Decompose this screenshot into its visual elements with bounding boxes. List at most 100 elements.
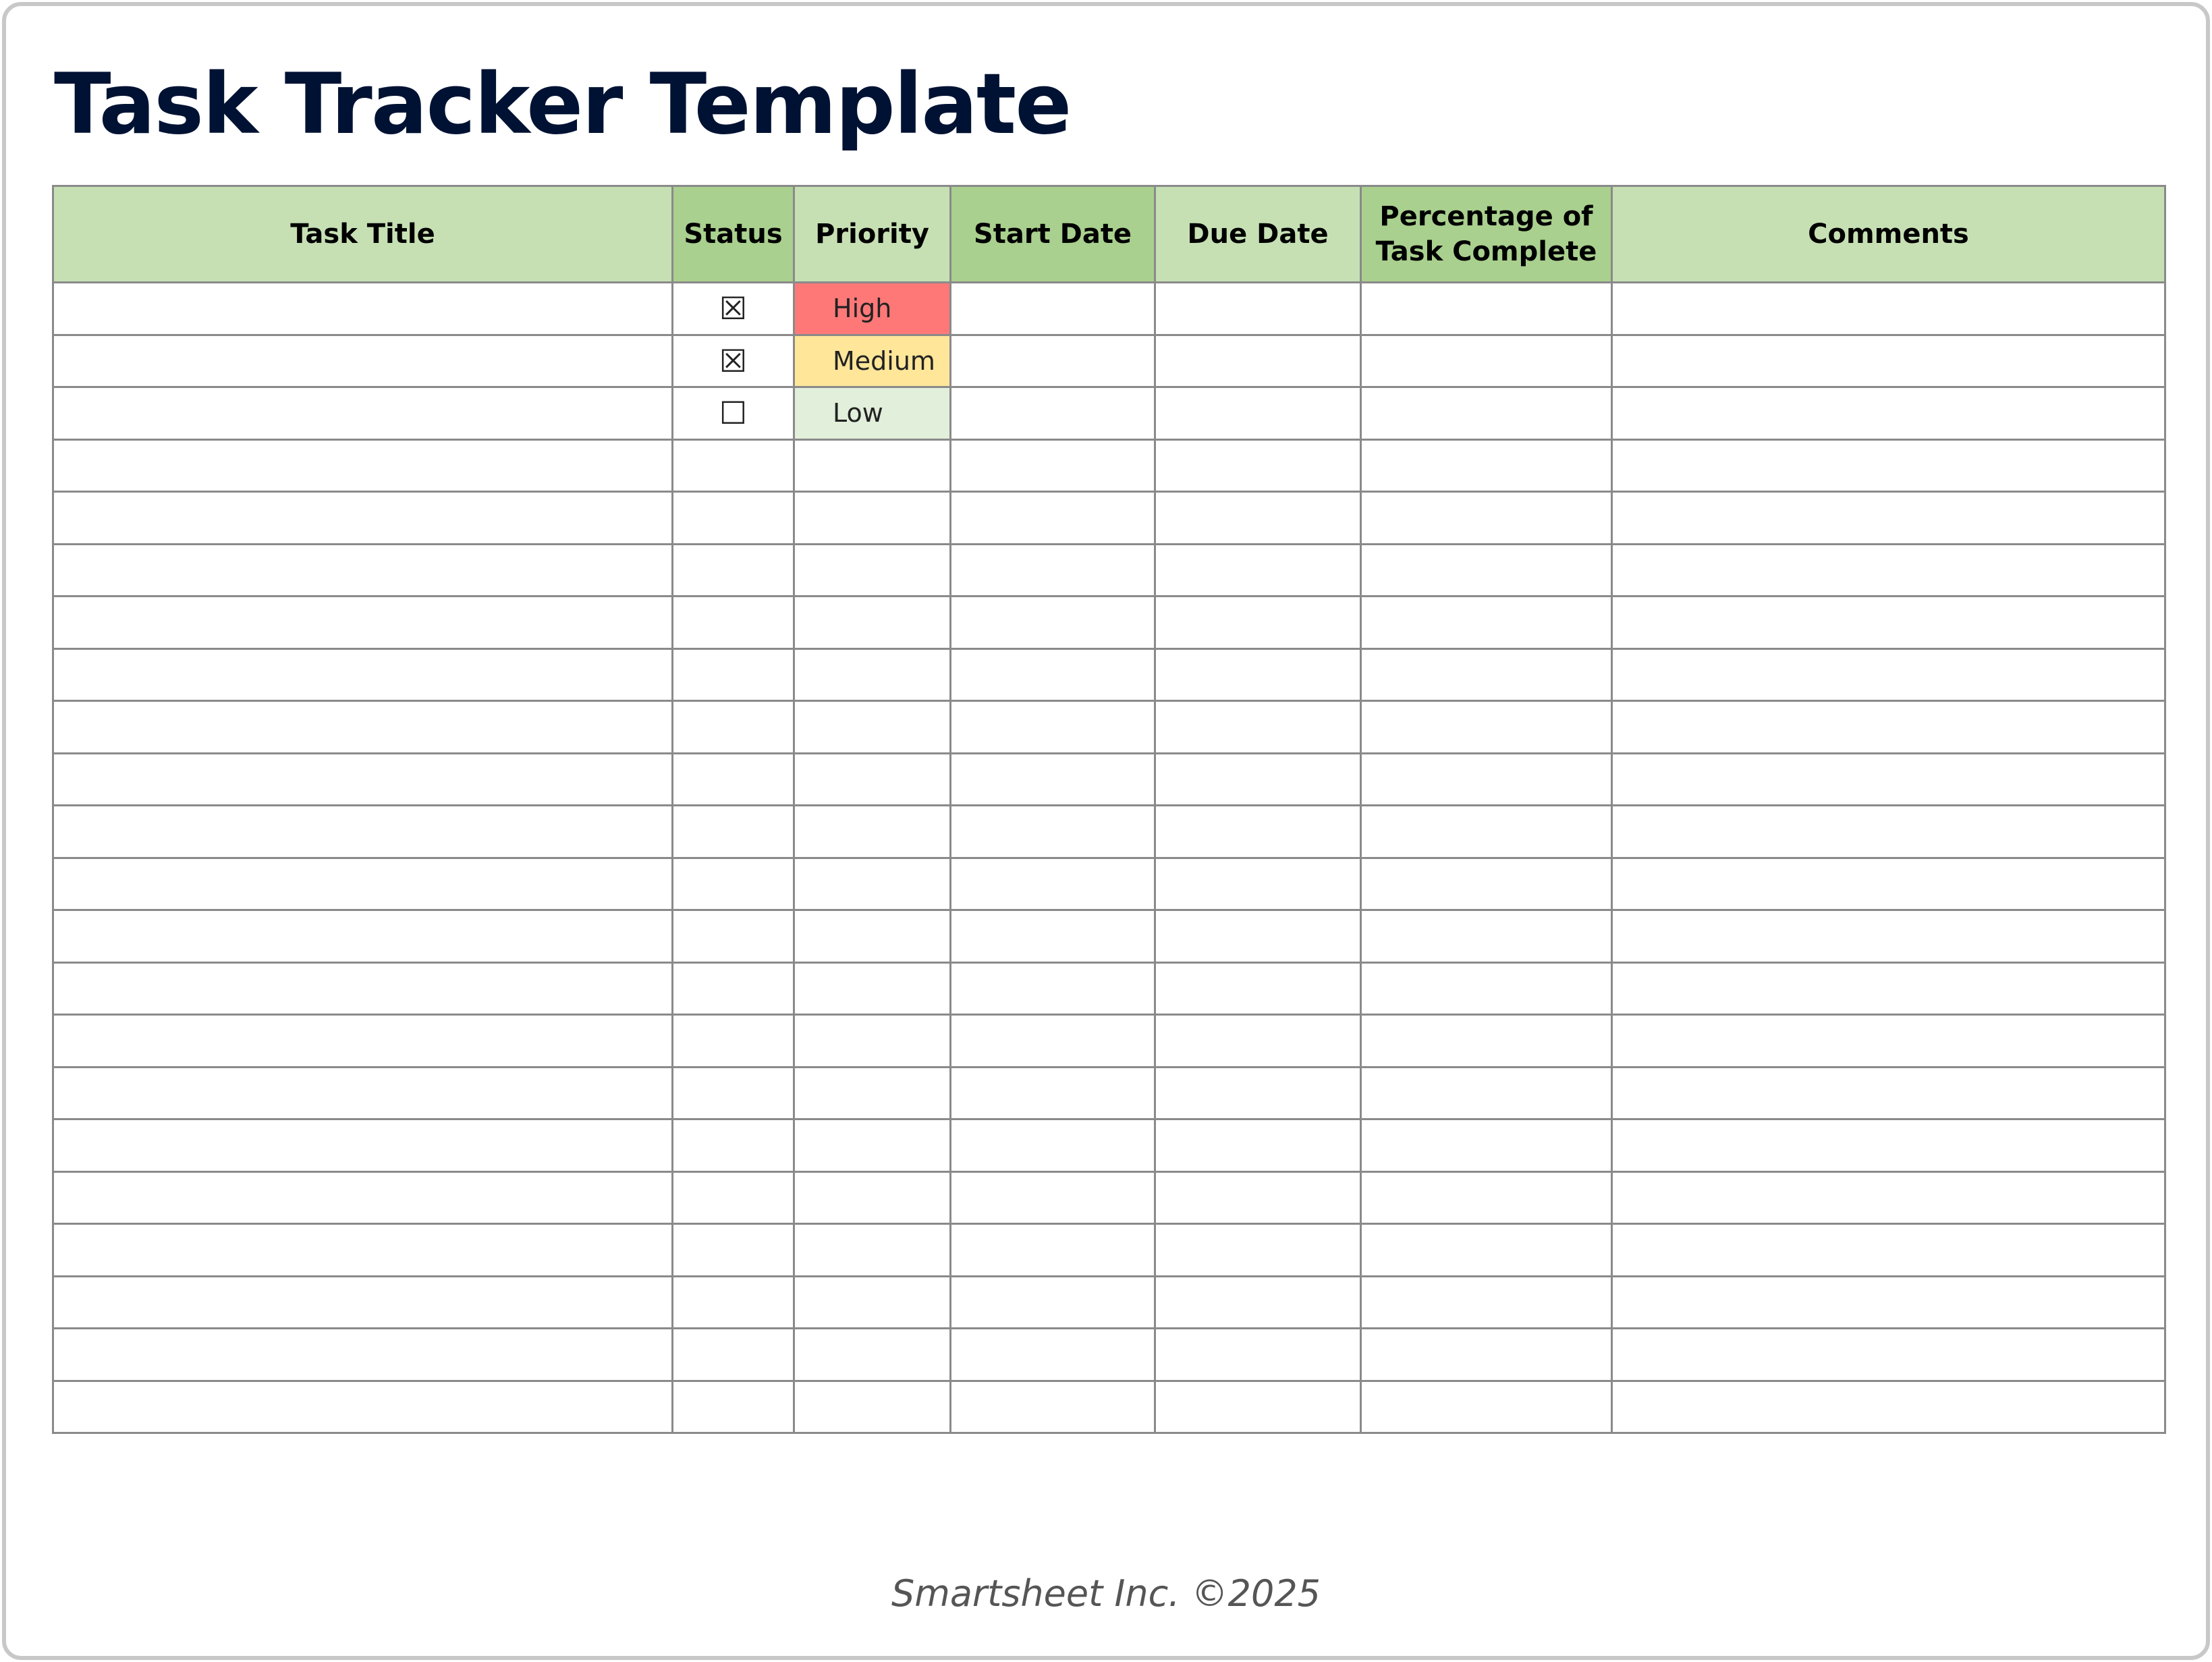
percentage-cell[interactable] [1360,700,1613,754]
percentage-cell[interactable] [1360,1170,1613,1225]
task-title-cell[interactable] [52,333,673,388]
start-date-cell[interactable] [949,333,1156,388]
task-title-cell[interactable] [52,1327,673,1382]
due-date-cell[interactable] [1154,543,1362,597]
percentage-cell[interactable] [1360,595,1613,650]
comments-cell[interactable] [1611,595,2166,650]
comments-cell[interactable] [1611,1118,2166,1173]
comments-cell[interactable] [1611,1065,2166,1120]
percentage-cell[interactable] [1360,281,1613,336]
status-cell[interactable] [671,1014,795,1068]
status-cell[interactable] [671,647,795,702]
priority-cell[interactable] [793,1379,951,1434]
comments-cell[interactable] [1611,700,2166,754]
due-date-cell[interactable] [1154,856,1362,911]
task-title-cell[interactable] [52,1379,673,1434]
status-cell[interactable] [671,1170,795,1225]
percentage-cell[interactable] [1360,961,1613,1016]
task-title-cell[interactable] [52,386,673,441]
percentage-cell[interactable] [1360,909,1613,964]
status-cell[interactable] [671,1327,795,1382]
percentage-cell[interactable] [1360,856,1613,911]
start-date-cell[interactable] [949,1223,1156,1277]
percentage-cell[interactable] [1360,1065,1613,1120]
percentage-cell[interactable] [1360,1223,1613,1277]
priority-cell[interactable]: High [793,281,951,336]
comments-cell[interactable] [1611,647,2166,702]
task-title-cell[interactable] [52,1223,673,1277]
priority-cell[interactable] [793,700,951,754]
due-date-cell[interactable] [1154,1327,1362,1382]
priority-cell[interactable] [793,543,951,597]
task-title-cell[interactable] [52,1118,673,1173]
task-title-cell[interactable] [52,909,673,964]
due-date-cell[interactable] [1154,700,1362,754]
task-title-cell[interactable] [52,281,673,336]
comments-cell[interactable] [1611,1014,2166,1068]
comments-cell[interactable] [1611,1170,2166,1225]
comments-cell[interactable] [1611,1379,2166,1434]
status-cell[interactable] [671,438,795,493]
comments-cell[interactable] [1611,1223,2166,1277]
comments-cell[interactable] [1611,909,2166,964]
percentage-cell[interactable] [1360,491,1613,545]
status-cell[interactable] [671,961,795,1016]
status-cell[interactable] [671,856,795,911]
due-date-cell[interactable] [1154,281,1362,336]
start-date-cell[interactable] [949,438,1156,493]
task-title-cell[interactable] [52,543,673,597]
status-cell[interactable] [671,543,795,597]
task-title-cell[interactable] [52,595,673,650]
percentage-cell[interactable] [1360,333,1613,388]
start-date-cell[interactable] [949,491,1156,545]
start-date-cell[interactable] [949,909,1156,964]
priority-cell[interactable] [793,438,951,493]
due-date-cell[interactable] [1154,1014,1362,1068]
due-date-cell[interactable] [1154,961,1362,1016]
percentage-cell[interactable] [1360,543,1613,597]
task-title-cell[interactable] [52,1065,673,1120]
status-cell[interactable] [671,752,795,806]
status-cell[interactable] [671,1379,795,1434]
start-date-cell[interactable] [949,856,1156,911]
percentage-cell[interactable] [1360,647,1613,702]
comments-cell[interactable] [1611,961,2166,1016]
due-date-cell[interactable] [1154,438,1362,493]
task-title-cell[interactable] [52,752,673,806]
due-date-cell[interactable] [1154,909,1362,964]
status-cell[interactable] [671,1275,795,1329]
start-date-cell[interactable] [949,595,1156,650]
percentage-cell[interactable] [1360,1014,1613,1068]
comments-cell[interactable] [1611,1275,2166,1329]
status-checkbox[interactable]: ☒ [671,281,795,336]
due-date-cell[interactable] [1154,1223,1362,1277]
task-title-cell[interactable] [52,804,673,859]
start-date-cell[interactable] [949,386,1156,441]
due-date-cell[interactable] [1154,491,1362,545]
priority-cell[interactable] [793,1014,951,1068]
status-checkbox[interactable]: ☒ [671,333,795,388]
status-cell[interactable] [671,595,795,650]
priority-cell[interactable] [793,647,951,702]
percentage-cell[interactable] [1360,1118,1613,1173]
percentage-cell[interactable] [1360,438,1613,493]
task-title-cell[interactable] [52,1014,673,1068]
percentage-cell[interactable] [1360,1327,1613,1382]
comments-cell[interactable] [1611,386,2166,441]
start-date-cell[interactable] [949,1275,1156,1329]
start-date-cell[interactable] [949,1118,1156,1173]
start-date-cell[interactable] [949,1379,1156,1434]
start-date-cell[interactable] [949,1014,1156,1068]
start-date-cell[interactable] [949,1065,1156,1120]
status-cell[interactable] [671,1065,795,1120]
task-title-cell[interactable] [52,700,673,754]
comments-cell[interactable] [1611,856,2166,911]
priority-cell[interactable] [793,1327,951,1382]
priority-cell[interactable] [793,491,951,545]
start-date-cell[interactable] [949,281,1156,336]
due-date-cell[interactable] [1154,752,1362,806]
comments-cell[interactable] [1611,1327,2166,1382]
priority-cell[interactable] [793,1170,951,1225]
priority-cell[interactable] [793,856,951,911]
priority-cell[interactable]: Medium [793,333,951,388]
